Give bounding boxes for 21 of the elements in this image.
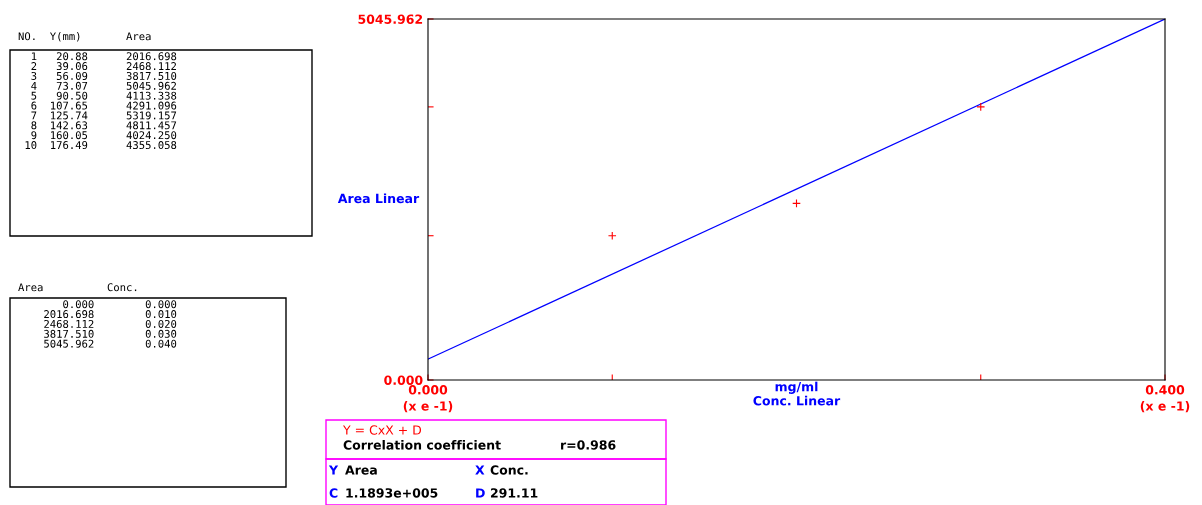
x-tick-label: 0.400 [1145,385,1185,395]
text: Area Conc. [18,283,137,292]
x-axis-title: mg/ml Conc. Linear [753,381,841,406]
text: r=0.986 [561,440,616,450]
text: (x e -1) [403,401,453,413]
text: (x e -1) [1140,401,1190,413]
text: 1 20.88 2016.698 2 39.06 2468.112 3 56.09 3817.510 4 73.07 5045.962 5 90.50 4113.338 6 107.65 4291.096 7 125.74 5319.157 8 142.63 4811.457 9 160.05 4024.250 10 176.49 4355.058 [25,52,177,150]
text: Y [328,465,339,475]
y-tick-label: 5045.962 [358,14,423,24]
text: Area [345,465,377,475]
text: C [329,488,338,498]
text: X [475,465,485,475]
text: 291.11 [490,488,538,498]
text: NO. Y(mm) Area [18,32,151,42]
y-axis-title: Area Linear [337,193,420,204]
text: 0.000 0.000 2016.698 0.010 2468.112 0.020 3817.510 0.030 5045.962 0.040 [44,300,177,348]
text: Conc. [490,465,528,475]
text: 1.1893e+005 [346,488,438,498]
text: D [476,488,485,498]
text: Y = CxX + D [342,425,422,435]
text: Correlation coefficient [343,440,501,450]
